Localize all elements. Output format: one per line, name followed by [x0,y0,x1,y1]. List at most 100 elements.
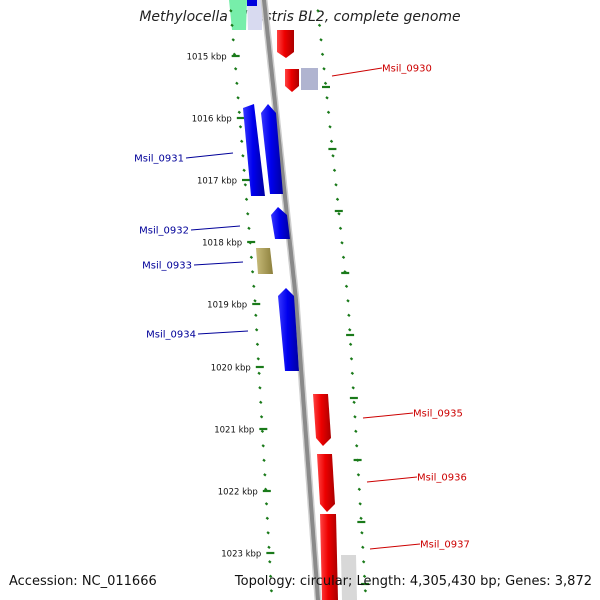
gene-label-leader [362,412,414,419]
tick-dot [259,415,264,419]
tick-dot [232,52,237,56]
tick-dot [255,342,260,346]
tick-dot [231,38,235,42]
tick-dot [261,444,265,448]
gene-labels: Msil_0930 Msil_0931 Msil_0932 Msil_0933 Msil… [134,64,470,551]
partial-feature [247,0,257,6]
tick-dot [258,386,262,390]
tick-dot [269,589,274,593]
gene-label-msil_0934[interactable]: Msil_0934 [146,330,196,341]
tick-label: 1023 kbp [221,550,261,560]
tick-dot [263,487,268,491]
tick-dot [352,400,356,404]
tick-dot [329,139,334,143]
tick-dot [254,313,258,317]
tick-dot [260,429,265,433]
gene-label-leader [197,330,249,335]
tick-label: 1017 kbp [197,177,237,187]
tick-dot [262,458,266,462]
gene-label-msil_0936[interactable]: Msil_0936 [417,473,467,484]
tick-label: 1015 kbp [187,53,227,63]
tick-dot [338,226,343,230]
tick-dot [344,284,349,288]
gene-features [243,30,338,600]
tick-dot [341,255,346,259]
tick-dot [357,487,361,491]
tick-dot [349,357,354,361]
tick-dot [233,67,238,71]
tick-label: 1019 kbp [207,301,247,311]
tick-dot [250,270,255,274]
tick-dot [319,38,323,42]
tick-dot [317,23,322,27]
tick-dot [238,125,243,129]
tick-dot [335,197,340,201]
tick-dot [334,183,338,187]
tick-dot [340,241,344,245]
tick-dot [252,284,256,288]
tick-dot [346,299,350,303]
tick-dot [328,125,332,129]
tick-dot [247,226,251,230]
gene-feature-msil_0930[interactable] [277,30,294,58]
gene-label-leader [369,543,421,550]
tick-dot [326,110,331,114]
tick-label: 1018 kbp [202,239,242,249]
tick-dot [323,81,328,85]
tick-labels: 1015 kbp 1016 kbp 1017 kbp 1018 kbp 1019 kbp… [187,53,262,560]
gene-label-msil_0930[interactable]: Msil_0930 [382,64,432,75]
tick-dot [332,168,337,172]
tick-dot [256,357,260,361]
tick-dot [253,299,257,303]
gene-feature-msil_0936[interactable] [317,454,335,512]
tick-dot [358,502,362,506]
tick-dot [259,400,263,404]
tick-dot [348,342,353,346]
tick-dot [325,96,329,100]
tick-dot [254,328,259,332]
tick-dot [356,473,361,477]
tick-dot [363,589,368,593]
partial-feature [301,68,318,90]
partial-feature [247,0,263,30]
gene-label-leader [193,261,244,266]
tick-dot [337,212,341,216]
gene-feature-msil_0937[interactable] [320,514,338,600]
tick-dot [267,545,271,549]
gene-label-leader [366,476,418,483]
gene-label-msil_0935[interactable]: Msil_0935 [413,409,463,420]
partial-feature [229,0,247,30]
gene-feature-msil_0930[interactable] [285,69,299,92]
gene-label-msil_0931[interactable]: Msil_0931 [134,154,184,165]
gene-feature-msil_0934[interactable] [278,288,299,371]
gene-label-leader [190,225,241,231]
map-decorations [229,0,357,600]
tick-dot [362,574,367,578]
tick-label: 1016 kbp [192,115,232,125]
tick-dot [241,154,245,158]
tick-dot [230,23,234,27]
tick-label: 1020 kbp [211,364,251,374]
backbone-line [261,0,320,600]
gene-feature-msil_0935[interactable] [313,394,331,446]
tick-label: 1021 kbp [214,426,254,436]
gene-label-msil_0933[interactable]: Msil_0933 [142,261,192,272]
gene-label-leader [185,152,234,159]
tick-dot [361,560,366,564]
gene-label-msil_0932[interactable]: Msil_0932 [139,226,189,237]
gene-feature-msil_0933[interactable] [256,248,273,274]
tick-dot [268,560,272,564]
tick-dot [246,212,250,216]
genome-summary-text: Topology: circular; Length: 4,305,430 bp… [234,574,592,589]
tick-dot [351,386,355,390]
tick-dot [268,574,273,578]
gene-feature-msil_0931[interactable] [243,104,265,196]
tick-label: 1022 kbp [218,488,258,498]
gene-feature-msil_0932[interactable] [271,207,290,239]
gene-label-msil_0937[interactable]: Msil_0937 [420,540,470,551]
tick-dot [331,154,335,158]
tick-dot [316,9,320,13]
tick-dot [353,415,357,419]
tick-dot [320,52,325,56]
gene-feature-msil_0931[interactable] [261,104,283,194]
